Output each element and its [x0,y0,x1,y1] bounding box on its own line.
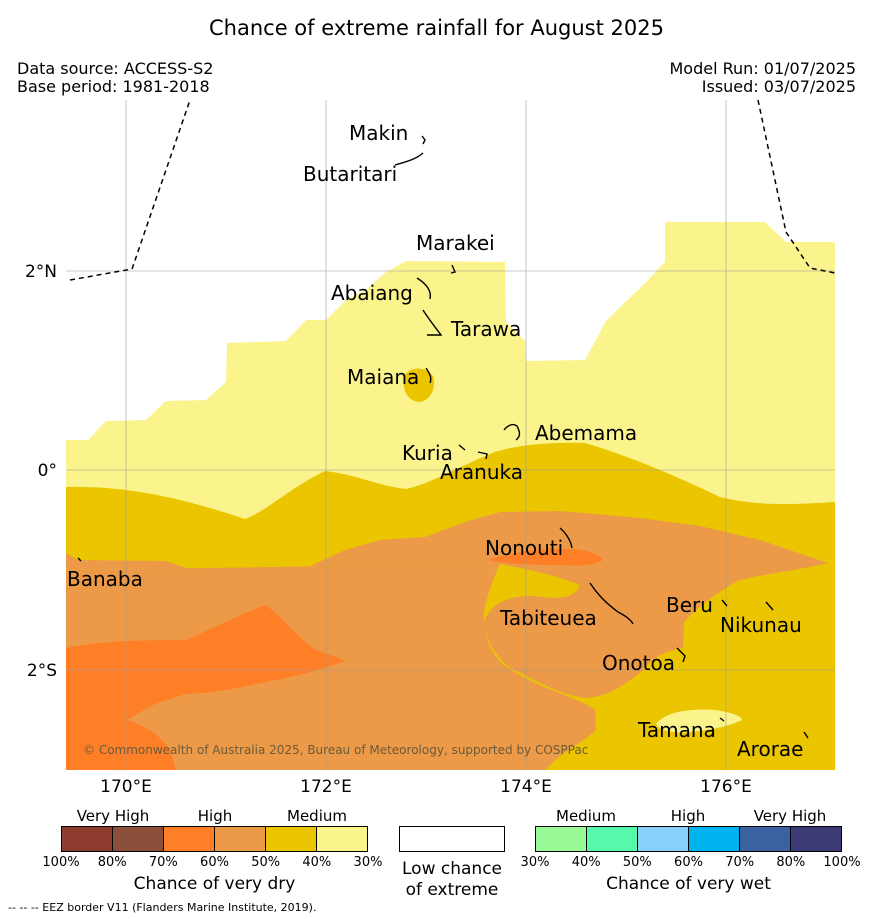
map-title: Chance of extreme rainfall for August 20… [209,16,664,40]
place-label-onotoa: Onotoa [602,651,675,675]
legend-wet-cat-high: High [670,807,706,825]
legend-wet-tick-6: 100% [823,855,861,870]
legend-wet-swatch-2 [638,827,689,851]
legend-wet-swatch-1 [587,827,638,851]
place-label-makin: Makin [349,121,408,145]
legend-dry-tick-4: 50% [251,855,281,870]
place-label-nikunau: Nikunau [720,613,802,637]
legend-wet-cat-very-high: Very High [753,807,827,825]
dry-60-70-region-west [66,605,345,720]
legend-dry-cat-medium: Medium [287,807,347,825]
lon-label-174e: 174°E [500,777,552,797]
legend-dry-tick-1: 80% [97,855,127,870]
legend-wet-swatch-4 [740,827,791,851]
place-label-nonouti: Nonouti [485,536,563,560]
lat-label-2s: 2°S [27,661,57,681]
map-layers [66,100,835,770]
legend-dry-cat-very-high: Very High [76,807,150,825]
legend-dry-swatch-4 [266,827,317,851]
place-label-tamana: Tamana [637,718,716,742]
legend-dry-caption: Chance of very dry [133,874,296,894]
legend-wet-tick-3: 60% [674,855,703,870]
legend-dry-colorbar [61,826,368,852]
lat-label-0: 0° [38,461,57,481]
issued-text: Issued: 03/07/2025 [701,77,856,96]
place-label-aranuka: Aranuka [440,460,523,484]
legend-dry-tick-3: 60% [200,855,229,870]
dry-50-60-lower [66,564,596,770]
legend-dry-cat-high: High [197,807,233,825]
legend-neutral-caption-line2: of extreme [405,880,499,900]
place-label-beru: Beru [666,593,713,617]
legend-wet-colorbar [535,826,842,852]
legend-neutral-caption-line1: Low chance [402,859,502,879]
legend-wet-caption: Chance of very wet [606,874,771,894]
legend-wet-swatch-0 [536,827,587,851]
place-label-arorae: Arorae [737,737,803,761]
copyright-notice: © Commonwealth of Australia 2025, Bureau… [83,743,588,757]
legend-wet-swatch-3 [689,827,740,851]
place-label-abaiang: Abaiang [331,281,413,305]
dry-40-50-spot-maiana [403,368,435,402]
dry-60-70-region-nonouti [488,548,603,566]
legend-dry-swatch-2 [164,827,215,851]
legend-wet-swatch-5 [791,827,841,851]
legend-dry-tick-0: 100% [42,855,80,870]
dry-60-70-region-sw [66,720,176,770]
gridlines [66,100,835,770]
place-label-abemama: Abemama [535,421,637,445]
lon-label-170e: 170°E [100,777,152,797]
place-label-tarawa: Tarawa [450,317,521,341]
eez-border-note: -- -- -- EEZ border V11 (Flanders Marine… [8,901,317,914]
data-source-text: Data source: ACCESS-S2 [17,59,214,78]
legend-dry-tick-5: 40% [302,855,332,870]
place-label-butaritari: Butaritari [303,162,397,186]
model-run-text: Model Run: 01/07/2025 [669,59,857,78]
legend-wet-tick-2: 50% [622,855,652,870]
lat-label-2n: 2°N [25,262,57,282]
place-label-banaba: Banaba [67,567,143,591]
place-label-kuria: Kuria [402,441,453,465]
legend-dry-swatch-3 [215,827,266,851]
place-label-maiana: Maiana [347,365,419,389]
legend-wet-cat-medium: Medium [556,807,616,825]
legend-dry-swatch-0 [62,827,113,851]
place-label-marakei: Marakei [416,231,495,255]
place-label-tabiteuea: Tabiteuea [499,606,597,630]
base-period-text: Base period: 1981-2018 [17,77,210,96]
lon-label-176e: 176°E [700,777,752,797]
legend-dry-tick-6: 30% [353,855,383,870]
legend-wet-tick-1: 40% [571,855,601,870]
legend-dry-swatch-1 [113,827,164,851]
island-outlines [77,135,809,739]
legend-wet-tick-5: 80% [776,855,806,870]
legend-wet-tick-0: 30% [520,855,550,870]
legend-wet-tick-4: 70% [725,855,755,870]
dry-30-40-spot-tamana [656,709,742,733]
legend-dry-tick-2: 70% [148,855,178,870]
legend-neutral-box [399,826,505,852]
lon-label-172e: 172°E [300,777,352,797]
legend-dry-swatch-5 [317,827,367,851]
eez-borders [69,99,836,281]
dry-50-60-region [66,511,828,698]
